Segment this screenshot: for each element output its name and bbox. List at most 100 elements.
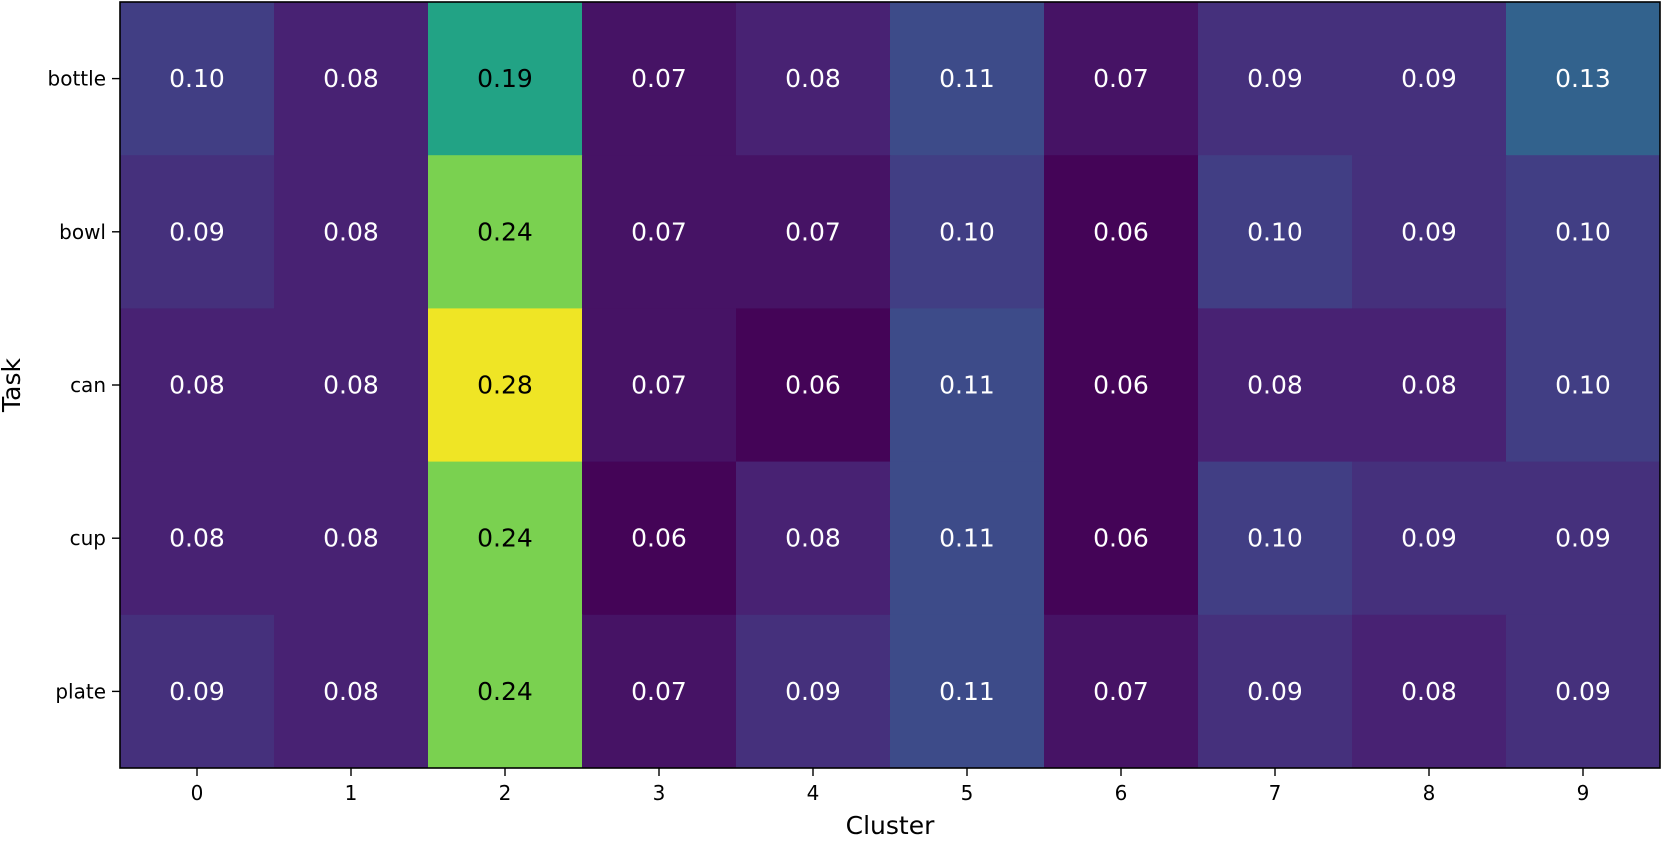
- cell-value-label: 0.10: [1247, 524, 1303, 553]
- heatmap-cell: [1044, 308, 1199, 463]
- x-tick-label: 1: [345, 781, 358, 805]
- cell-value-label: 0.19: [477, 64, 533, 93]
- cell-value-label: 0.24: [477, 677, 533, 706]
- heatmap-cell: [1506, 2, 1661, 156]
- cell-value-label: 0.09: [1247, 677, 1303, 706]
- x-axis-ticks: 0 1 2 3 4 5 6 7 8 9: [191, 768, 1590, 805]
- cell-value-label: 0.08: [1401, 677, 1457, 706]
- heatmap-cells: [120, 2, 1661, 769]
- cell-value-label: 0.10: [169, 64, 225, 93]
- cell-value-label: 0.08: [323, 524, 379, 553]
- heatmap-cell: [736, 461, 891, 616]
- heatmap-cell: [890, 461, 1045, 616]
- heatmap-cell: [120, 614, 275, 769]
- heatmap-cell: [1044, 155, 1199, 309]
- cell-value-label: 0.07: [631, 64, 687, 93]
- cell-value-label: 0.11: [939, 524, 995, 553]
- heatmap-cell: [890, 308, 1045, 463]
- heatmap-cell: [1506, 308, 1661, 463]
- heatmap-cell: [1352, 308, 1507, 463]
- cell-value-label: 0.08: [785, 524, 841, 553]
- heatmap-cell: [1506, 155, 1661, 309]
- heatmap-cell: [1352, 614, 1507, 769]
- heatmap-cell: [1044, 2, 1199, 156]
- cell-value-label: 0.08: [1247, 371, 1303, 400]
- cell-value-label: 0.10: [1247, 217, 1303, 246]
- x-tick-label: 9: [1577, 781, 1590, 805]
- heatmap-cell: [890, 614, 1045, 769]
- heatmap-cell: [1506, 614, 1661, 769]
- heatmap-cell: [1352, 2, 1507, 156]
- y-tick-label: plate: [55, 679, 106, 703]
- cell-value-label: 0.09: [1555, 677, 1611, 706]
- cell-value-label: 0.10: [1555, 217, 1611, 246]
- heatmap-cell: [736, 155, 891, 309]
- heatmap-cell: [1044, 614, 1199, 769]
- y-tick-label: cup: [70, 526, 106, 550]
- heatmap-cell: [1198, 2, 1353, 156]
- cell-value-label: 0.09: [1401, 217, 1457, 246]
- heatmap-cell: [274, 461, 429, 616]
- cell-value-label: 0.10: [939, 217, 995, 246]
- x-tick-label: 5: [961, 781, 974, 805]
- cell-value-label: 0.08: [169, 371, 225, 400]
- cell-value-label: 0.08: [785, 64, 841, 93]
- heatmap-cell: [1198, 155, 1353, 309]
- heatmap-cell-labels: 0.10 0.08 0.19 0.07 0.08 0.11 0.07 0.09 0.09 0.13…: [169, 64, 1611, 706]
- cell-value-label: 0.09: [1247, 64, 1303, 93]
- heatmap-cell: [736, 2, 891, 156]
- heatmap-cell: [582, 614, 737, 769]
- heatmap-cell: [582, 308, 737, 463]
- cell-value-label: 0.24: [477, 524, 533, 553]
- cell-value-label: 0.13: [1555, 64, 1611, 93]
- y-axis-ticks: bottle bowl can cup plate: [48, 67, 120, 703]
- heatmap-cell: [890, 155, 1045, 309]
- heatmap-cell: [1506, 461, 1661, 616]
- cell-value-label: 0.08: [323, 64, 379, 93]
- y-tick-label: bottle: [48, 67, 106, 91]
- heatmap-cell: [120, 461, 275, 616]
- cell-value-label: 0.09: [1401, 524, 1457, 553]
- heatmap-cell: [120, 308, 275, 463]
- heatmap-cell: [582, 2, 737, 156]
- heatmap-cell: [1198, 461, 1353, 616]
- cell-value-label: 0.09: [785, 677, 841, 706]
- cell-value-label: 0.09: [1401, 64, 1457, 93]
- y-tick-label: bowl: [59, 220, 106, 244]
- cell-value-label: 0.07: [631, 677, 687, 706]
- heatmap-cell: [274, 155, 429, 309]
- x-tick-label: 0: [191, 781, 204, 805]
- heatmap-cell: [274, 614, 429, 769]
- cell-value-label: 0.07: [785, 217, 841, 246]
- cell-value-label: 0.08: [169, 524, 225, 553]
- heatmap-cell: [428, 461, 583, 616]
- cell-value-label: 0.28: [477, 371, 533, 400]
- cell-value-label: 0.07: [631, 371, 687, 400]
- x-tick-label: 6: [1115, 781, 1128, 805]
- heatmap-cell: [274, 308, 429, 463]
- cell-value-label: 0.11: [939, 677, 995, 706]
- heatmap-cell: [1198, 308, 1353, 463]
- heatmap-cell: [428, 614, 583, 769]
- heatmap-cell: [1044, 461, 1199, 616]
- x-tick-label: 3: [653, 781, 666, 805]
- cell-value-label: 0.11: [939, 64, 995, 93]
- cell-value-label: 0.08: [323, 677, 379, 706]
- heatmap-cell: [428, 308, 583, 463]
- heatmap-cell: [428, 2, 583, 156]
- x-tick-label: 4: [807, 781, 820, 805]
- heatmap-cell: [1352, 155, 1507, 309]
- cell-value-label: 0.06: [1093, 371, 1149, 400]
- cell-value-label: 0.07: [1093, 64, 1149, 93]
- heatmap-cell: [1352, 461, 1507, 616]
- x-tick-label: 7: [1269, 781, 1282, 805]
- heatmap-cell: [736, 308, 891, 463]
- y-tick-label: can: [70, 373, 106, 397]
- y-axis-label: Task: [0, 358, 26, 413]
- cell-value-label: 0.06: [631, 524, 687, 553]
- heatmap-cell: [120, 155, 275, 309]
- cell-value-label: 0.07: [1093, 677, 1149, 706]
- cell-value-label: 0.06: [1093, 524, 1149, 553]
- heatmap-cell: [120, 2, 275, 156]
